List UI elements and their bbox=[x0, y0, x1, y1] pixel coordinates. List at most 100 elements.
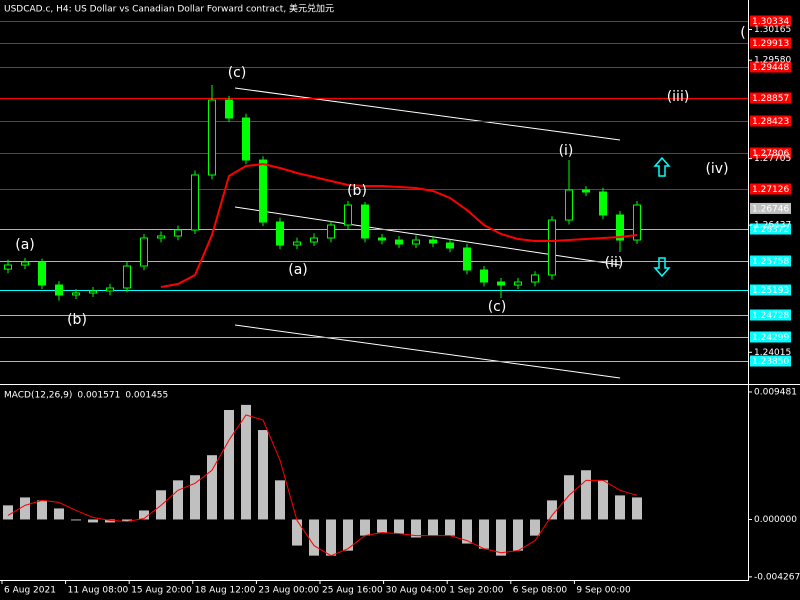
macd-bar bbox=[462, 519, 472, 544]
y-tick-label: 0.009481 bbox=[754, 387, 797, 397]
moving-average bbox=[160, 163, 638, 288]
last-price-box bbox=[750, 202, 791, 214]
level-label: 1.25758 bbox=[752, 257, 789, 267]
candle-body bbox=[174, 229, 182, 237]
macd-bar bbox=[275, 480, 285, 520]
candle-body bbox=[38, 261, 46, 286]
candle-body bbox=[497, 281, 505, 286]
macd-bar bbox=[207, 455, 217, 520]
macd-name: MACD(12,26,9) bbox=[4, 391, 72, 401]
macd-bar bbox=[615, 495, 625, 520]
candle-body bbox=[293, 241, 301, 246]
macd-bar bbox=[190, 475, 200, 520]
macd-bar bbox=[411, 519, 421, 538]
x-tick-label: 6 Aug 2021 bbox=[4, 586, 56, 596]
y-tick-label: 1.29580 bbox=[754, 56, 791, 66]
wave-label: ( bbox=[740, 25, 745, 41]
y-tick-label: 1.30165 bbox=[754, 25, 791, 35]
macd-value: 0.001571 bbox=[77, 391, 120, 401]
candle-body bbox=[123, 265, 131, 289]
x-tick-label: 18 Aug 12:00 bbox=[195, 586, 256, 596]
candle-body bbox=[378, 237, 386, 241]
wave-label: (c) bbox=[488, 299, 507, 315]
level-label-box bbox=[750, 255, 791, 267]
macd-bar bbox=[343, 519, 353, 551]
candle-body bbox=[157, 235, 165, 239]
candle-body bbox=[106, 287, 114, 292]
level-label-box bbox=[750, 115, 791, 127]
wave-label: (b) bbox=[67, 312, 87, 328]
candle-body bbox=[276, 221, 284, 246]
wave-label: (iv) bbox=[705, 161, 728, 177]
candle-body bbox=[89, 290, 97, 294]
macd-bar bbox=[139, 510, 149, 520]
candle-body bbox=[463, 247, 471, 271]
y-tick-label: -0.004267 bbox=[754, 572, 800, 582]
macd-bar bbox=[581, 470, 591, 520]
y-tick-label: 1.26437 bbox=[754, 221, 791, 231]
trend-line bbox=[234, 324, 621, 379]
macd-bar bbox=[71, 519, 81, 521]
macd-bar bbox=[547, 500, 557, 520]
candle-body bbox=[514, 281, 522, 286]
macd-bar bbox=[479, 519, 489, 549]
macd-bar bbox=[598, 480, 608, 520]
level-label-box bbox=[750, 37, 791, 49]
level-label: 1.29448 bbox=[752, 63, 789, 73]
macd-bar bbox=[241, 404, 251, 520]
x-tick-label: 30 Aug 04:00 bbox=[386, 586, 447, 596]
candle-body bbox=[548, 219, 556, 276]
down-arrow bbox=[653, 257, 671, 278]
macd-bar bbox=[530, 519, 540, 536]
candle-body bbox=[344, 204, 352, 226]
chart-title: USDCAD.c, H4: US Dollar vs Canadian Doll… bbox=[4, 3, 334, 15]
level-label: 1.24728 bbox=[752, 311, 789, 321]
x-tick-label: 6 Sep 08:00 bbox=[513, 586, 568, 596]
macd-bar bbox=[20, 497, 30, 520]
candle-body bbox=[72, 292, 80, 296]
macd-bar bbox=[632, 497, 642, 520]
candle-body bbox=[191, 174, 199, 231]
candle-body bbox=[242, 117, 250, 161]
wave-label: (a) bbox=[15, 237, 35, 253]
macd-bar bbox=[428, 519, 438, 536]
candle-body bbox=[446, 242, 454, 249]
level-label-box bbox=[750, 355, 791, 367]
candle-body bbox=[21, 261, 29, 266]
candle-body bbox=[55, 284, 63, 296]
macd-bar bbox=[377, 519, 387, 533]
candle-body bbox=[361, 204, 369, 239]
y-tick-label: 0.000000 bbox=[754, 515, 797, 525]
candle-body bbox=[565, 189, 573, 221]
candle-body bbox=[327, 224, 335, 239]
signal-line bbox=[7, 414, 638, 557]
level-label: 1.23850 bbox=[752, 357, 789, 367]
signal-value: 0.001455 bbox=[125, 391, 168, 401]
trend-line bbox=[234, 87, 621, 141]
level-label-box bbox=[750, 92, 791, 104]
x-tick-label: 23 Aug 00:00 bbox=[258, 586, 319, 596]
macd-bar bbox=[3, 505, 13, 520]
wave-label: (a) bbox=[288, 262, 308, 278]
candle-body bbox=[225, 99, 233, 119]
level-label: 1.27806 bbox=[752, 149, 789, 159]
candle-body bbox=[582, 189, 590, 193]
macd-bar bbox=[54, 508, 64, 520]
level-label-box bbox=[750, 223, 791, 235]
macd-bar bbox=[513, 519, 523, 551]
level-label-box bbox=[750, 147, 791, 159]
level-label-box bbox=[750, 309, 791, 321]
level-label-box bbox=[750, 284, 791, 296]
candle-body bbox=[4, 264, 12, 270]
x-tick-label: 9 Sep 00:00 bbox=[576, 586, 631, 596]
macd-bar bbox=[105, 519, 115, 523]
level-label: 1.25193 bbox=[752, 286, 789, 296]
macd-title: MACD(12,26,9) 0.001571 0.001455 bbox=[4, 391, 168, 401]
y-tick-label: 1.24015 bbox=[754, 348, 791, 358]
level-label: 1.30334 bbox=[752, 17, 789, 27]
macd-bar bbox=[37, 500, 47, 520]
candle-body bbox=[259, 159, 267, 223]
x-tick-label: 11 Aug 08:00 bbox=[68, 586, 129, 596]
wave-label: (ii) bbox=[605, 255, 624, 271]
